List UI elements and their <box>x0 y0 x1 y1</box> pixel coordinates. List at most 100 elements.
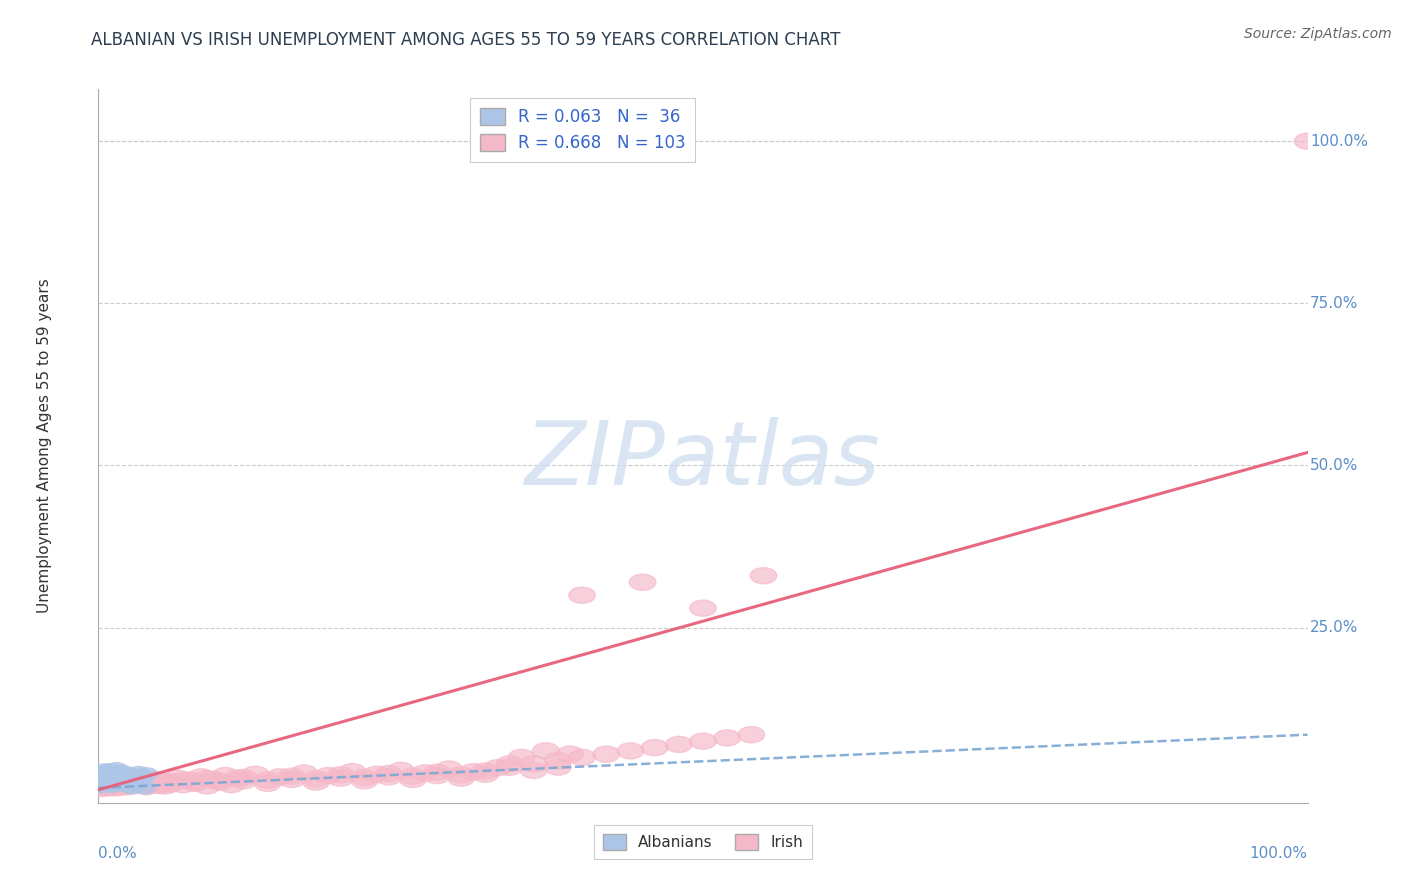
Ellipse shape <box>107 778 134 794</box>
Ellipse shape <box>107 778 129 791</box>
Text: ZIPatlas: ZIPatlas <box>526 417 880 503</box>
Ellipse shape <box>630 574 655 591</box>
Ellipse shape <box>520 763 547 779</box>
Ellipse shape <box>231 772 257 789</box>
Ellipse shape <box>194 771 221 787</box>
Ellipse shape <box>449 767 474 783</box>
Ellipse shape <box>207 774 232 790</box>
Ellipse shape <box>91 780 112 793</box>
Ellipse shape <box>110 774 136 790</box>
Ellipse shape <box>352 772 378 789</box>
Ellipse shape <box>399 772 426 788</box>
Ellipse shape <box>181 775 208 791</box>
Ellipse shape <box>110 773 131 787</box>
Ellipse shape <box>617 743 644 759</box>
Ellipse shape <box>690 733 716 749</box>
Ellipse shape <box>112 772 135 785</box>
Ellipse shape <box>114 777 136 789</box>
Ellipse shape <box>111 779 138 795</box>
Ellipse shape <box>315 767 342 784</box>
Ellipse shape <box>152 773 179 789</box>
Ellipse shape <box>114 766 136 780</box>
Ellipse shape <box>87 780 114 797</box>
Ellipse shape <box>157 776 184 792</box>
Ellipse shape <box>117 780 138 792</box>
Ellipse shape <box>98 764 120 777</box>
Ellipse shape <box>163 770 190 786</box>
Ellipse shape <box>100 780 121 792</box>
Ellipse shape <box>302 774 329 790</box>
Ellipse shape <box>121 777 148 793</box>
Ellipse shape <box>115 779 142 795</box>
Ellipse shape <box>127 769 148 782</box>
Ellipse shape <box>460 764 486 780</box>
Text: 100.0%: 100.0% <box>1250 846 1308 861</box>
Ellipse shape <box>97 775 120 789</box>
Ellipse shape <box>181 774 208 791</box>
Text: Source: ZipAtlas.com: Source: ZipAtlas.com <box>1244 27 1392 41</box>
Ellipse shape <box>352 770 378 786</box>
Ellipse shape <box>103 774 124 788</box>
Text: 0.0%: 0.0% <box>98 846 138 861</box>
Ellipse shape <box>129 774 152 788</box>
Ellipse shape <box>100 779 127 796</box>
Text: 100.0%: 100.0% <box>1310 134 1368 149</box>
Ellipse shape <box>118 773 139 786</box>
Ellipse shape <box>218 777 245 793</box>
Ellipse shape <box>224 770 250 786</box>
Text: ALBANIAN VS IRISH UNEMPLOYMENT AMONG AGES 55 TO 59 YEARS CORRELATION CHART: ALBANIAN VS IRISH UNEMPLOYMENT AMONG AGE… <box>91 31 841 49</box>
Ellipse shape <box>328 770 353 786</box>
Ellipse shape <box>544 753 571 769</box>
Ellipse shape <box>412 764 439 781</box>
Ellipse shape <box>302 771 329 787</box>
Ellipse shape <box>103 780 129 796</box>
Ellipse shape <box>544 759 571 775</box>
Ellipse shape <box>125 774 152 790</box>
Ellipse shape <box>105 763 128 775</box>
Ellipse shape <box>375 765 402 781</box>
Ellipse shape <box>436 761 463 777</box>
Ellipse shape <box>484 760 510 776</box>
Legend: Albanians, Irish: Albanians, Irish <box>593 825 813 859</box>
Ellipse shape <box>449 770 474 786</box>
Ellipse shape <box>533 743 560 759</box>
Ellipse shape <box>278 768 305 784</box>
Ellipse shape <box>593 746 620 763</box>
Ellipse shape <box>128 774 155 790</box>
Ellipse shape <box>188 769 215 785</box>
Ellipse shape <box>120 775 142 789</box>
Ellipse shape <box>170 772 197 789</box>
Ellipse shape <box>339 764 366 780</box>
Ellipse shape <box>146 772 172 789</box>
Ellipse shape <box>129 770 155 786</box>
Ellipse shape <box>139 772 166 788</box>
Ellipse shape <box>105 767 128 780</box>
Ellipse shape <box>242 766 269 782</box>
Ellipse shape <box>111 765 132 778</box>
Ellipse shape <box>97 771 120 783</box>
Ellipse shape <box>738 727 765 743</box>
Ellipse shape <box>423 764 450 780</box>
Ellipse shape <box>94 772 115 785</box>
Ellipse shape <box>94 780 121 796</box>
Ellipse shape <box>120 772 146 789</box>
Ellipse shape <box>121 777 148 793</box>
Ellipse shape <box>278 772 305 788</box>
Text: 25.0%: 25.0% <box>1310 620 1358 635</box>
Ellipse shape <box>152 778 179 794</box>
Ellipse shape <box>94 773 117 786</box>
Ellipse shape <box>212 767 239 784</box>
Ellipse shape <box>509 749 534 765</box>
Ellipse shape <box>104 777 127 789</box>
Ellipse shape <box>328 767 353 783</box>
Ellipse shape <box>665 736 692 753</box>
Ellipse shape <box>423 767 450 784</box>
Ellipse shape <box>472 766 499 782</box>
Ellipse shape <box>714 730 741 746</box>
Ellipse shape <box>124 778 146 791</box>
Ellipse shape <box>94 764 115 777</box>
Ellipse shape <box>118 768 139 780</box>
Ellipse shape <box>496 756 523 772</box>
Ellipse shape <box>291 764 318 781</box>
Ellipse shape <box>569 587 595 603</box>
